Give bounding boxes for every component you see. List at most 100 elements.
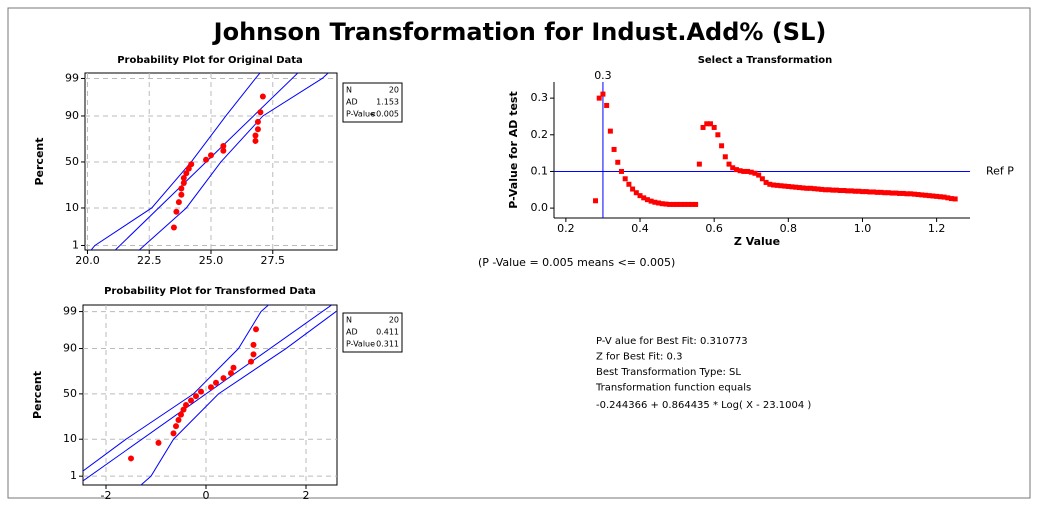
data-point bbox=[897, 190, 903, 196]
stats-label: N bbox=[346, 86, 352, 95]
summary-line: P-V alue for Best Fit: 0.310773 bbox=[596, 336, 748, 347]
x-tick-label: 0.2 bbox=[557, 222, 575, 235]
data-point bbox=[778, 183, 784, 189]
data-point bbox=[257, 109, 264, 116]
data-point bbox=[170, 430, 177, 437]
y-tick-label: 50 bbox=[63, 387, 77, 400]
data-point bbox=[834, 187, 840, 193]
data-point bbox=[837, 188, 843, 194]
ci-lower bbox=[83, 305, 270, 472]
data-point bbox=[208, 384, 214, 391]
data-point bbox=[641, 195, 647, 201]
data-point bbox=[889, 190, 895, 196]
y-tick-label: 10 bbox=[65, 201, 79, 214]
data-point bbox=[826, 187, 832, 193]
data-point bbox=[674, 201, 680, 207]
data-point bbox=[782, 183, 788, 189]
data-point bbox=[253, 326, 259, 333]
data-point bbox=[696, 161, 702, 167]
data-point bbox=[185, 165, 192, 172]
data-point bbox=[911, 191, 917, 197]
x-tick-label: 1.0 bbox=[854, 222, 872, 235]
data-point bbox=[607, 128, 613, 134]
data-point bbox=[652, 199, 658, 205]
data-point bbox=[867, 189, 873, 195]
data-point bbox=[128, 455, 134, 462]
data-point bbox=[193, 393, 199, 400]
summary-line: Transformation function equals bbox=[595, 383, 751, 394]
data-point bbox=[722, 154, 728, 160]
data-point bbox=[615, 159, 621, 165]
data-point bbox=[893, 190, 899, 196]
data-point bbox=[770, 182, 776, 188]
y-tick-label: 99 bbox=[65, 71, 79, 84]
best-z-label: 0.3 bbox=[594, 69, 612, 82]
x-tick-label: 0 bbox=[203, 489, 210, 502]
y-tick-label: 0.2 bbox=[531, 128, 549, 141]
plot-area bbox=[82, 304, 338, 486]
data-point bbox=[915, 192, 921, 198]
data-point bbox=[648, 198, 654, 204]
y-tick-label: 90 bbox=[65, 109, 79, 122]
stats-label: AD bbox=[346, 98, 358, 107]
data-point bbox=[715, 132, 721, 138]
x-tick-label: 1.2 bbox=[928, 222, 946, 235]
stats-label: P-Value bbox=[346, 340, 375, 349]
data-point bbox=[878, 189, 884, 195]
data-point bbox=[170, 224, 177, 231]
data-point bbox=[155, 439, 162, 446]
data-point bbox=[175, 417, 182, 424]
y-tick-label: 0.1 bbox=[531, 164, 549, 177]
stats-value: <0.005 bbox=[369, 110, 399, 119]
x-tick-label: -2 bbox=[101, 489, 112, 502]
y-tick-label: 50 bbox=[65, 155, 79, 168]
data-point bbox=[926, 193, 932, 199]
data-point bbox=[175, 199, 182, 206]
data-point bbox=[626, 181, 632, 187]
data-point bbox=[604, 102, 610, 108]
data-point bbox=[173, 423, 179, 430]
stats-label: P-Value bbox=[346, 110, 375, 119]
data-point bbox=[800, 185, 806, 191]
data-point bbox=[885, 190, 891, 196]
data-point bbox=[178, 185, 185, 192]
data-point bbox=[220, 375, 227, 382]
data-point bbox=[934, 193, 940, 199]
data-point bbox=[848, 188, 854, 194]
data-point bbox=[178, 191, 185, 198]
data-point bbox=[793, 184, 799, 190]
data-point bbox=[819, 186, 825, 192]
data-point bbox=[203, 156, 210, 163]
chart-subtitle: Probability Plot for Transformed Data bbox=[104, 286, 316, 297]
stats-value: 1.153 bbox=[376, 98, 399, 107]
data-point bbox=[707, 121, 713, 127]
stats-box bbox=[342, 312, 403, 353]
data-point bbox=[622, 176, 628, 182]
data-point bbox=[900, 190, 906, 196]
data-point bbox=[845, 188, 851, 194]
x-tick-label: 0.6 bbox=[705, 222, 723, 235]
y-axis-label: Percent bbox=[31, 371, 44, 419]
data-point bbox=[611, 146, 617, 152]
data-point bbox=[937, 194, 943, 200]
data-point bbox=[796, 185, 802, 191]
reference-label: Ref P bbox=[986, 164, 1014, 177]
data-point bbox=[250, 341, 257, 348]
data-point bbox=[804, 185, 810, 191]
y-tick-label: 0.3 bbox=[531, 91, 549, 104]
note: (P -Value = 0.005 means <= 0.005) bbox=[478, 256, 675, 269]
data-point bbox=[180, 179, 187, 186]
data-point bbox=[815, 186, 821, 192]
data-point bbox=[859, 189, 865, 195]
y-tick-label: 1 bbox=[72, 238, 79, 251]
data-point bbox=[711, 124, 717, 130]
title: Johnson Transformation for Indust.Add% (… bbox=[212, 18, 827, 46]
data-point bbox=[919, 192, 925, 198]
data-point bbox=[663, 201, 669, 207]
data-point bbox=[945, 195, 951, 201]
data-point bbox=[733, 167, 739, 173]
data-point bbox=[252, 137, 259, 144]
data-point bbox=[180, 174, 187, 181]
data-point bbox=[220, 142, 227, 149]
